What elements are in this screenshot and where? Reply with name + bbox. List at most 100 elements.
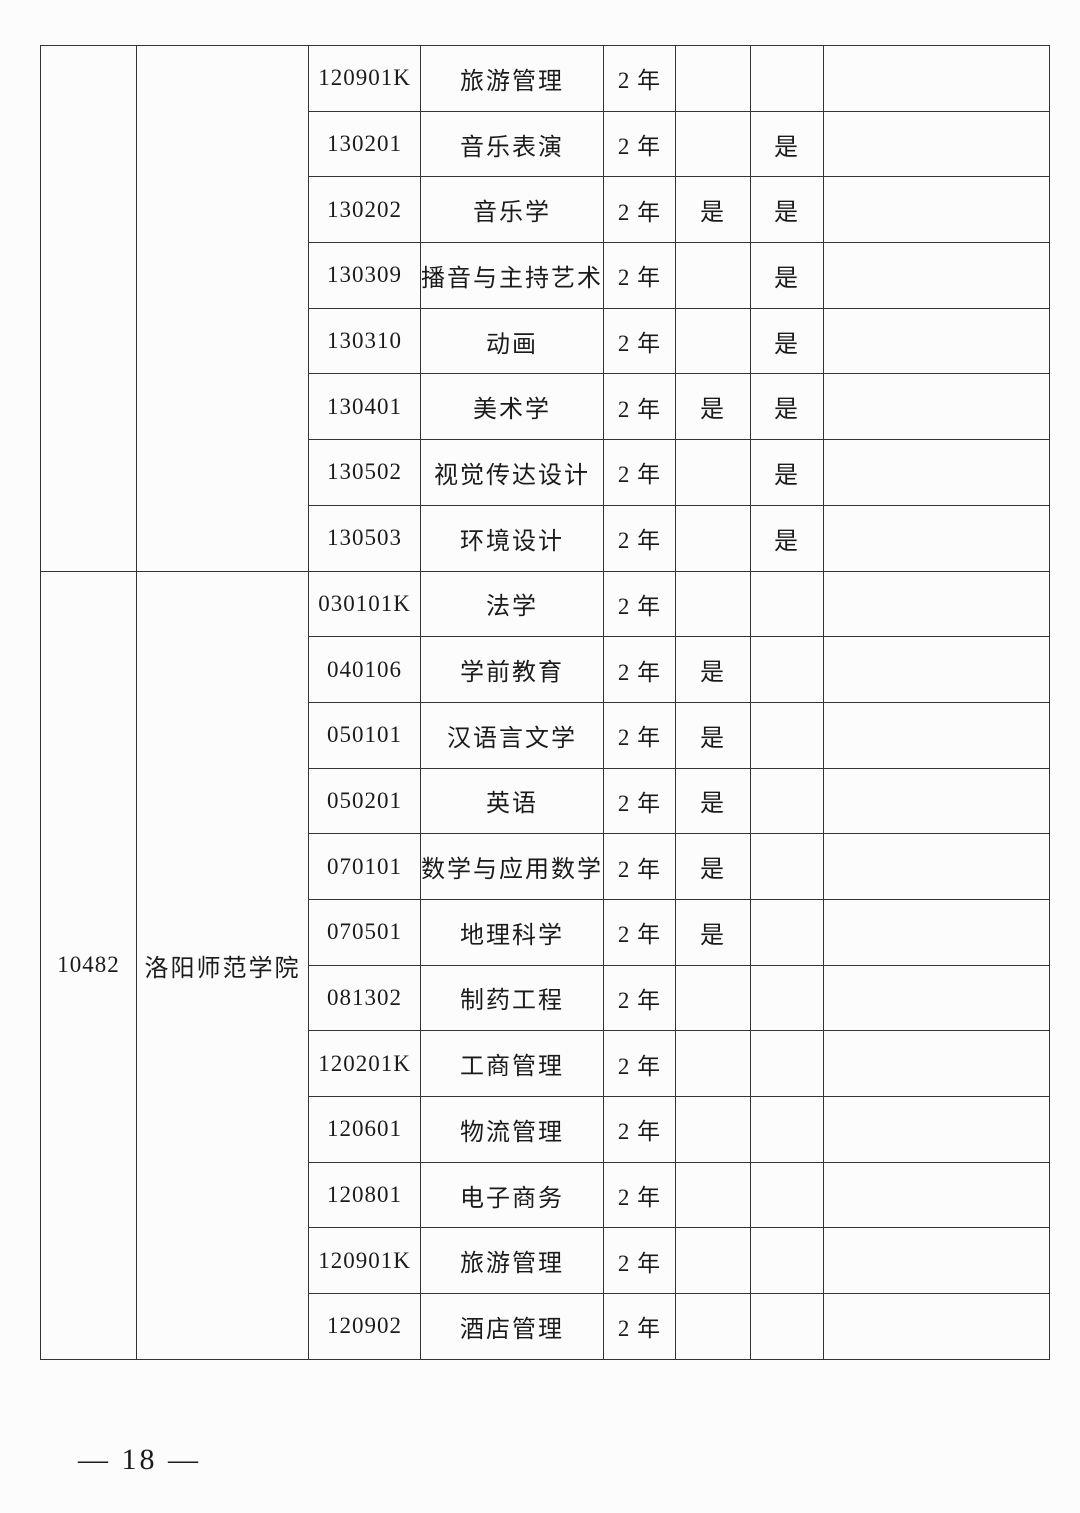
- major-name-cell: 物流管理: [420, 1096, 604, 1163]
- flag1-cell: 是: [675, 701, 751, 769]
- duration-cell: 2 年: [603, 176, 676, 244]
- flag2-cell: [750, 701, 824, 769]
- remark-cell: [823, 701, 1050, 769]
- flag2-cell: 是: [750, 373, 824, 441]
- duration-cell: 2 年: [603, 701, 676, 769]
- duration-cell: 2 年: [603, 964, 676, 1032]
- major-code-cell: 050201: [308, 767, 421, 835]
- major-row: 040106 学前教育 2 年是: [41, 636, 1050, 703]
- remark-cell: [823, 1161, 1050, 1229]
- flag2-cell: [750, 1227, 824, 1295]
- flag1-cell: [675, 307, 751, 375]
- remark-cell: [823, 504, 1050, 572]
- remark-cell: [823, 110, 1050, 178]
- major-row: 130502 视觉传达设计 2 年 是: [41, 439, 1050, 506]
- flag1-cell: [675, 110, 751, 178]
- major-row: 120902 酒店管理 2 年: [41, 1293, 1050, 1360]
- major-name-cell: 制药工程: [420, 964, 604, 1032]
- major-code-cell: 130310: [308, 307, 421, 375]
- school-name-cell: 洛阳师范学院: [136, 570, 309, 1360]
- flag1-cell: [675, 504, 751, 572]
- major-name-cell: 电子商务: [420, 1161, 604, 1229]
- major-row: 050101 汉语言文学 2 年是: [41, 701, 1050, 769]
- flag2-cell: [750, 636, 824, 703]
- remark-cell: [823, 767, 1050, 835]
- duration-cell: 2 年: [603, 767, 676, 835]
- major-code-cell: 120201K: [308, 1030, 421, 1097]
- majors-table: 120901K 旅游管理 2 年 130201 音乐表演 2 年是 130202 音乐学 2 年…: [40, 45, 1050, 1360]
- duration-cell: 2 年: [603, 570, 676, 638]
- major-row: 050201 英语 2 年是: [41, 767, 1050, 835]
- major-row: 130309 播音与主持艺术 2 年 是: [41, 242, 1050, 309]
- major-row: 120201K 工商管理 2 年: [41, 1030, 1050, 1097]
- flag2-cell: 是: [750, 439, 824, 506]
- flag1-cell: 是: [675, 767, 751, 835]
- major-name-cell: 汉语言文学: [420, 701, 604, 769]
- flag2-cell: [750, 570, 824, 638]
- duration-cell: 2 年: [603, 373, 676, 441]
- major-code-cell: 120801: [308, 1161, 421, 1229]
- major-row: 070501 地理科学 2 年是: [41, 898, 1050, 966]
- remark-cell: [823, 439, 1050, 506]
- flag2-cell: [750, 964, 824, 1032]
- flag2-cell: [750, 1030, 824, 1097]
- duration-cell: 2 年: [603, 833, 676, 900]
- duration-cell: 2 年: [603, 898, 676, 966]
- remark-cell: [823, 1227, 1050, 1295]
- flag1-cell: [675, 570, 751, 638]
- duration-cell: 2 年: [603, 1096, 676, 1163]
- duration-cell: 2 年: [603, 1227, 676, 1295]
- duration-cell: 2 年: [603, 1293, 676, 1360]
- major-code-cell: 030101K: [308, 570, 421, 638]
- flag2-cell: [750, 1161, 824, 1229]
- major-name-cell: 旅游管理: [420, 1227, 604, 1295]
- major-code-cell: 130401: [308, 373, 421, 441]
- major-name-cell: 学前教育: [420, 636, 604, 703]
- flag1-cell: [675, 1227, 751, 1295]
- major-code-cell: 130202: [308, 176, 421, 244]
- flag2-cell: 是: [750, 307, 824, 375]
- flag1-cell: 是: [675, 898, 751, 966]
- major-code-cell: 130502: [308, 439, 421, 506]
- duration-cell: 2 年: [603, 636, 676, 703]
- majors-table-body: 120901K 旅游管理 2 年 130201 音乐表演 2 年是 130202 音乐学 2 年…: [40, 45, 1050, 1360]
- remark-cell: [823, 176, 1050, 244]
- major-code-cell: 120902: [308, 1293, 421, 1360]
- flag1-cell: [675, 45, 751, 112]
- major-code-cell: 120901K: [308, 45, 421, 112]
- flag1-cell: [675, 1161, 751, 1229]
- remark-cell: [823, 242, 1050, 309]
- school-name-cell: [136, 45, 309, 572]
- major-row: 10482 洛阳师范学院 030101K 法学 2 年: [40, 570, 1050, 1360]
- duration-cell: 2 年: [603, 1161, 676, 1229]
- major-code-cell: 070501: [308, 898, 421, 966]
- remark-cell: [823, 373, 1050, 441]
- flag1-cell: 是: [675, 176, 751, 244]
- major-row: 081302 制药工程 2 年: [41, 964, 1050, 1032]
- duration-cell: 2 年: [603, 45, 676, 112]
- duration-cell: 2 年: [603, 1030, 676, 1097]
- remark-cell: [823, 898, 1050, 966]
- major-name-cell: 动画: [420, 307, 604, 375]
- remark-cell: [823, 1096, 1050, 1163]
- major-row: 120801 电子商务 2 年: [41, 1161, 1050, 1229]
- school-code-cell: [40, 45, 137, 572]
- flag1-cell: [675, 964, 751, 1032]
- remark-cell: [823, 1030, 1050, 1097]
- flag1-cell: [675, 1030, 751, 1097]
- major-row: 130310 动画 2 年 是: [41, 307, 1050, 375]
- major-row: 120601 物流管理 2 年: [41, 1096, 1050, 1163]
- major-code-cell: 070101: [308, 833, 421, 900]
- major-row: 120901K 旅游管理 2 年: [41, 1227, 1050, 1295]
- duration-cell: 2 年: [603, 110, 676, 178]
- flag2-cell: 是: [750, 176, 824, 244]
- major-code-cell: 130201: [308, 110, 421, 178]
- flag2-cell: 是: [750, 242, 824, 309]
- major-name-cell: 美术学: [420, 373, 604, 441]
- flag2-cell: [750, 1096, 824, 1163]
- flag1-cell: 是: [675, 636, 751, 703]
- major-code-cell: 130309: [308, 242, 421, 309]
- flag2-cell: [750, 45, 824, 112]
- flag2-cell: [750, 898, 824, 966]
